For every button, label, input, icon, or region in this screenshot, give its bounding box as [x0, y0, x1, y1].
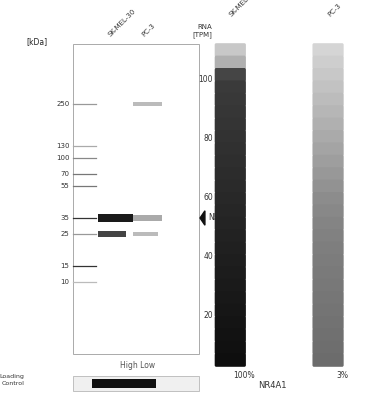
Text: 60: 60: [203, 193, 213, 202]
Text: 10: 10: [61, 279, 70, 285]
FancyBboxPatch shape: [312, 291, 344, 305]
Bar: [133, 102, 162, 106]
Text: 130: 130: [56, 143, 70, 149]
FancyBboxPatch shape: [312, 304, 344, 317]
FancyBboxPatch shape: [215, 304, 246, 317]
FancyBboxPatch shape: [215, 353, 246, 367]
FancyBboxPatch shape: [312, 279, 344, 292]
Bar: [133, 215, 162, 221]
FancyBboxPatch shape: [73, 44, 199, 354]
Polygon shape: [200, 211, 205, 225]
FancyBboxPatch shape: [215, 142, 246, 156]
FancyBboxPatch shape: [312, 266, 344, 280]
FancyBboxPatch shape: [215, 180, 246, 193]
Text: 70: 70: [61, 171, 70, 177]
Bar: [92, 379, 156, 388]
FancyBboxPatch shape: [312, 229, 344, 243]
FancyBboxPatch shape: [312, 142, 344, 156]
Text: 35: 35: [61, 215, 70, 221]
Text: NR4A1: NR4A1: [208, 214, 234, 222]
FancyBboxPatch shape: [215, 93, 246, 106]
Text: 80: 80: [203, 134, 213, 143]
Text: PC-3: PC-3: [141, 22, 156, 38]
FancyBboxPatch shape: [312, 254, 344, 268]
FancyBboxPatch shape: [312, 353, 344, 367]
Text: [kDa]: [kDa]: [26, 37, 47, 46]
Text: 25: 25: [61, 231, 70, 237]
FancyBboxPatch shape: [312, 68, 344, 82]
Bar: [133, 232, 158, 236]
FancyBboxPatch shape: [215, 192, 246, 206]
FancyBboxPatch shape: [215, 43, 246, 57]
Text: 40: 40: [203, 252, 213, 261]
FancyBboxPatch shape: [215, 217, 246, 230]
FancyBboxPatch shape: [312, 167, 344, 181]
FancyBboxPatch shape: [215, 56, 246, 69]
Text: 15: 15: [61, 263, 70, 269]
FancyBboxPatch shape: [215, 291, 246, 305]
Text: 100%: 100%: [233, 371, 255, 380]
Text: NR4A1: NR4A1: [258, 381, 287, 390]
Text: RNA
[TPM]: RNA [TPM]: [193, 24, 212, 38]
Text: 3%: 3%: [336, 371, 348, 380]
FancyBboxPatch shape: [215, 204, 246, 218]
FancyBboxPatch shape: [312, 180, 344, 193]
FancyBboxPatch shape: [215, 242, 246, 255]
FancyBboxPatch shape: [312, 217, 344, 230]
FancyBboxPatch shape: [215, 279, 246, 292]
FancyBboxPatch shape: [215, 155, 246, 168]
Text: 20: 20: [203, 311, 213, 320]
Text: SK-MEL-30: SK-MEL-30: [107, 8, 137, 38]
FancyBboxPatch shape: [215, 167, 246, 181]
FancyBboxPatch shape: [312, 80, 344, 94]
FancyBboxPatch shape: [312, 204, 344, 218]
FancyBboxPatch shape: [312, 192, 344, 206]
Text: SK-MEL-30: SK-MEL-30: [228, 0, 258, 18]
FancyBboxPatch shape: [215, 118, 246, 131]
FancyBboxPatch shape: [215, 328, 246, 342]
Text: 100: 100: [199, 75, 213, 84]
FancyBboxPatch shape: [215, 80, 246, 94]
Text: 55: 55: [61, 183, 70, 189]
FancyBboxPatch shape: [215, 316, 246, 330]
FancyBboxPatch shape: [312, 341, 344, 354]
FancyBboxPatch shape: [215, 68, 246, 82]
Bar: [98, 231, 126, 237]
FancyBboxPatch shape: [312, 105, 344, 119]
FancyBboxPatch shape: [215, 341, 246, 354]
FancyBboxPatch shape: [312, 56, 344, 69]
Text: Loading
Control: Loading Control: [0, 374, 24, 386]
Text: 100: 100: [56, 155, 70, 161]
FancyBboxPatch shape: [215, 266, 246, 280]
FancyBboxPatch shape: [215, 105, 246, 119]
FancyBboxPatch shape: [312, 130, 344, 144]
Text: PC-3: PC-3: [327, 2, 343, 18]
Bar: [98, 214, 133, 222]
FancyBboxPatch shape: [312, 118, 344, 131]
Text: High Low: High Low: [120, 361, 155, 370]
FancyBboxPatch shape: [312, 242, 344, 255]
Text: 250: 250: [56, 101, 70, 107]
FancyBboxPatch shape: [215, 254, 246, 268]
FancyBboxPatch shape: [312, 43, 344, 57]
FancyBboxPatch shape: [312, 316, 344, 330]
FancyBboxPatch shape: [73, 376, 199, 391]
FancyBboxPatch shape: [312, 328, 344, 342]
FancyBboxPatch shape: [215, 130, 246, 144]
FancyBboxPatch shape: [312, 155, 344, 168]
FancyBboxPatch shape: [215, 229, 246, 243]
FancyBboxPatch shape: [312, 93, 344, 106]
